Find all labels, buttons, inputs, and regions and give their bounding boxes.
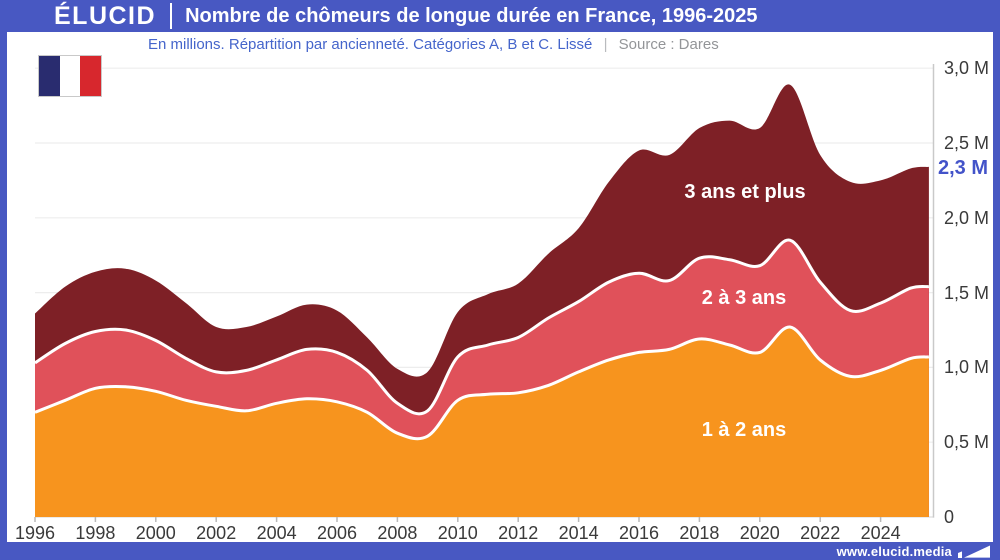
elucid-flag-icon — [958, 545, 990, 558]
source-label: Source : Dares — [618, 36, 719, 53]
band-separator — [34, 325, 930, 441]
header-bar: ÉLUCID Nombre de chômeurs de longue duré… — [0, 0, 1000, 32]
series-label-1-a-2-ans: 1 à 2 ans — [701, 419, 787, 441]
right-border — [993, 0, 1000, 560]
left-border — [0, 0, 7, 560]
series-label-2-a-3-ans: 2 à 3 ans — [701, 287, 787, 309]
elucid-logo: ÉLUCID — [54, 1, 157, 30]
chart-title: Nombre de chômeurs de longue durée en Fr… — [185, 4, 758, 27]
flag-white-stripe — [59, 56, 81, 96]
chart-subtitle: En millions. Répartition par ancienneté.… — [148, 36, 593, 53]
subtitle-row: En millions. Répartition par ancienneté.… — [148, 36, 719, 53]
subtitle-separator: | — [603, 36, 608, 53]
area-1-à-2-ans — [35, 326, 929, 517]
series-label-3-ans-et-plus: 3 ans et plus — [684, 181, 806, 203]
flag-blue-stripe — [39, 56, 60, 96]
website-link[interactable]: www.elucid.media — [836, 543, 952, 559]
header-divider — [170, 3, 173, 29]
france-flag — [38, 55, 102, 97]
latest-value-annotation: 2,3 M — [938, 157, 989, 180]
band-separator — [34, 238, 930, 416]
flag-red-stripe — [80, 56, 102, 96]
footer-bar: www.elucid.media — [0, 542, 1000, 560]
